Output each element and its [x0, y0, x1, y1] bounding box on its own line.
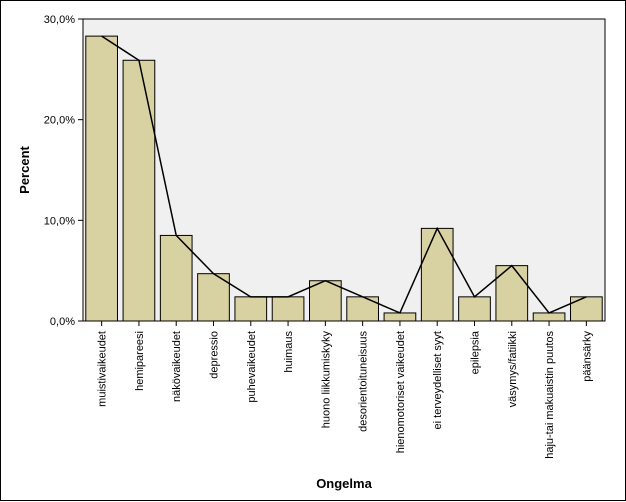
category-label: huimaus	[283, 331, 295, 373]
y-axis-title: Percent	[17, 145, 32, 193]
category-label: muistivaikeudet	[97, 331, 109, 407]
bar	[160, 235, 192, 321]
bar-line-chart: 0,0% 10,0% 20,0% 30,0% muistivaikeudet hemipa…	[1, 1, 626, 502]
category-label: depressio	[209, 331, 221, 379]
category-label: näkövaikeudet	[171, 331, 183, 402]
y-tick-label: 0,0%	[50, 316, 75, 328]
bar	[533, 313, 565, 321]
category-label: ei terveydelliset syyt	[432, 331, 444, 429]
bar	[421, 228, 453, 321]
bar	[310, 281, 342, 321]
bar	[235, 297, 267, 321]
y-tick-label: 30,0%	[44, 14, 75, 26]
category-label: haju-tai makuaistin puutos	[544, 331, 556, 459]
bar	[272, 297, 304, 321]
bar	[459, 297, 491, 321]
y-tick-label: 20,0%	[44, 115, 75, 127]
category-label: epilepsia	[470, 330, 482, 374]
y-tick-label: 10,0%	[44, 215, 75, 227]
category-label: desorientoituneisuus	[358, 331, 370, 432]
category-label: puhevaikeudet	[246, 331, 258, 403]
bar	[347, 297, 379, 321]
bar	[571, 297, 603, 321]
bar	[496, 266, 528, 321]
category-label: hienomotoriset vaikeudet	[395, 331, 407, 453]
x-axis-title: Ongelma	[316, 476, 372, 491]
chart-container: 0,0% 10,0% 20,0% 30,0% muistivaikeudet hemipa…	[0, 0, 626, 501]
category-label: huono liikkumiskyky	[320, 331, 332, 429]
category-label: väsymys/fatiikki	[507, 331, 519, 407]
category-label: hemipareesi	[134, 331, 146, 391]
bar	[86, 36, 118, 321]
category-label: päänsärky	[581, 331, 593, 382]
bar	[123, 60, 155, 321]
bar	[384, 313, 416, 321]
